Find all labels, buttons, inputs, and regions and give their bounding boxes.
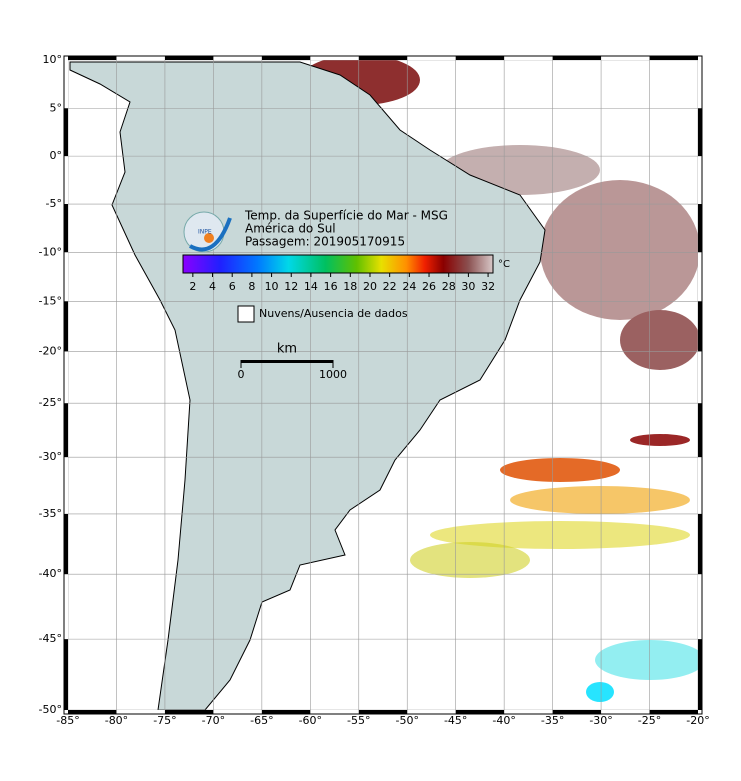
y-tick-label: -5° <box>46 197 62 210</box>
frame-segment <box>698 204 702 253</box>
frame-segment <box>64 108 68 157</box>
x-tick-label: -35° <box>541 714 564 727</box>
title-line: Passagem: 201905170915 <box>245 235 405 249</box>
legend-swatch <box>237 305 255 323</box>
colorbar-tick-label: 12 <box>284 280 298 293</box>
colorbar-tick-label: 16 <box>324 280 338 293</box>
y-tick-label: 0° <box>50 149 63 162</box>
y-tick-label: -40° <box>39 567 62 580</box>
frame-segment <box>552 56 602 60</box>
colorbar-tick-label: 8 <box>248 280 255 293</box>
colorbar-tick-label: 18 <box>343 280 357 293</box>
logo: INPE <box>183 211 232 253</box>
colorbar-tick-label: 4 <box>209 280 216 293</box>
frame-segment <box>455 710 505 714</box>
y-tick-label: -25° <box>39 396 62 409</box>
logo-text: INPE <box>198 229 212 236</box>
legend-label: Nuvens/Ausencia de dados <box>259 307 408 320</box>
sst-patches <box>300 60 698 702</box>
scale-line <box>241 360 333 363</box>
scale-tick-label: 0 <box>238 368 245 381</box>
frame-segment <box>68 56 117 60</box>
scale-bar: 0 1000 <box>238 360 347 381</box>
colorbar-tick-label: 22 <box>383 280 397 293</box>
x-tick-label: -50° <box>395 714 418 727</box>
frame <box>63 55 703 715</box>
colorbar-tick-label: 14 <box>304 280 318 293</box>
frame-segment <box>64 639 68 710</box>
colorbar-tick-label: 28 <box>442 280 456 293</box>
frame-segment <box>649 710 698 714</box>
frame-segment <box>261 710 311 714</box>
y-tick-label: -45° <box>39 632 62 645</box>
x-tick-label: -30° <box>589 714 612 727</box>
y-tick-label: -50° <box>39 703 62 716</box>
frame-segment <box>164 710 214 714</box>
x-tick-label: -60° <box>299 714 322 727</box>
scale-unit: km <box>277 342 297 357</box>
frame-border <box>63 55 703 715</box>
colorbar <box>182 254 494 274</box>
frame-segment <box>64 301 68 352</box>
colorbar-tick-label: 20 <box>363 280 377 293</box>
frame-segment <box>164 56 214 60</box>
map-area <box>68 60 698 710</box>
frame-segment <box>358 710 408 714</box>
x-tick-label: -55° <box>347 714 370 727</box>
colorbar-tick-label: 6 <box>229 280 236 293</box>
x-tick-label: -75° <box>153 714 176 727</box>
y-tick-label: -10° <box>39 245 62 258</box>
x-tick-label: -80° <box>105 714 128 727</box>
frame-segment <box>261 56 311 60</box>
frame-segment <box>455 56 505 60</box>
frame-segment <box>649 56 698 60</box>
y-tick-label: -20° <box>39 344 62 357</box>
y-tick-label: -35° <box>39 507 62 520</box>
graticule <box>68 60 698 710</box>
x-tick-label: -65° <box>250 714 273 727</box>
frame-segment <box>68 710 117 714</box>
colorbar-tick-label: 32 <box>481 280 495 293</box>
y-tick-label: -15° <box>39 294 62 307</box>
frame-segment <box>358 56 408 60</box>
title-line: América do Sul <box>245 222 336 236</box>
frame-segment <box>698 513 702 575</box>
colorbar-tick-label: 24 <box>402 280 416 293</box>
x-tick-label: -20° <box>686 714 709 727</box>
x-tick-label: -25° <box>638 714 661 727</box>
frame-segment <box>64 403 68 458</box>
colorbar-tick-label: 30 <box>461 280 475 293</box>
scale-tick-label: 1000 <box>319 368 347 381</box>
y-tick-label: -30° <box>39 450 62 463</box>
frame-segment <box>698 301 702 352</box>
x-tick-label: -45° <box>444 714 467 727</box>
colorbar-tick-label: 10 <box>265 280 279 293</box>
x-tick-label: -70° <box>202 714 225 727</box>
frame-segment <box>64 204 68 253</box>
title-line: Temp. da Superfície do Mar - MSG <box>244 209 448 223</box>
x-tick-label: -85° <box>56 714 79 727</box>
colorbar-tick-label: 2 <box>189 280 196 293</box>
y-tick-label: 10° <box>43 53 63 66</box>
frame-segment <box>698 108 702 157</box>
x-tick-label: -40° <box>492 714 515 727</box>
frame-segment <box>64 513 68 575</box>
frame-segment <box>698 639 702 710</box>
colorbar-tick-label: 26 <box>422 280 436 293</box>
colorbar-unit: °C <box>498 259 510 270</box>
y-tick-label: 5° <box>50 101 63 114</box>
frame-segment <box>698 403 702 458</box>
frame-segment <box>552 710 602 714</box>
